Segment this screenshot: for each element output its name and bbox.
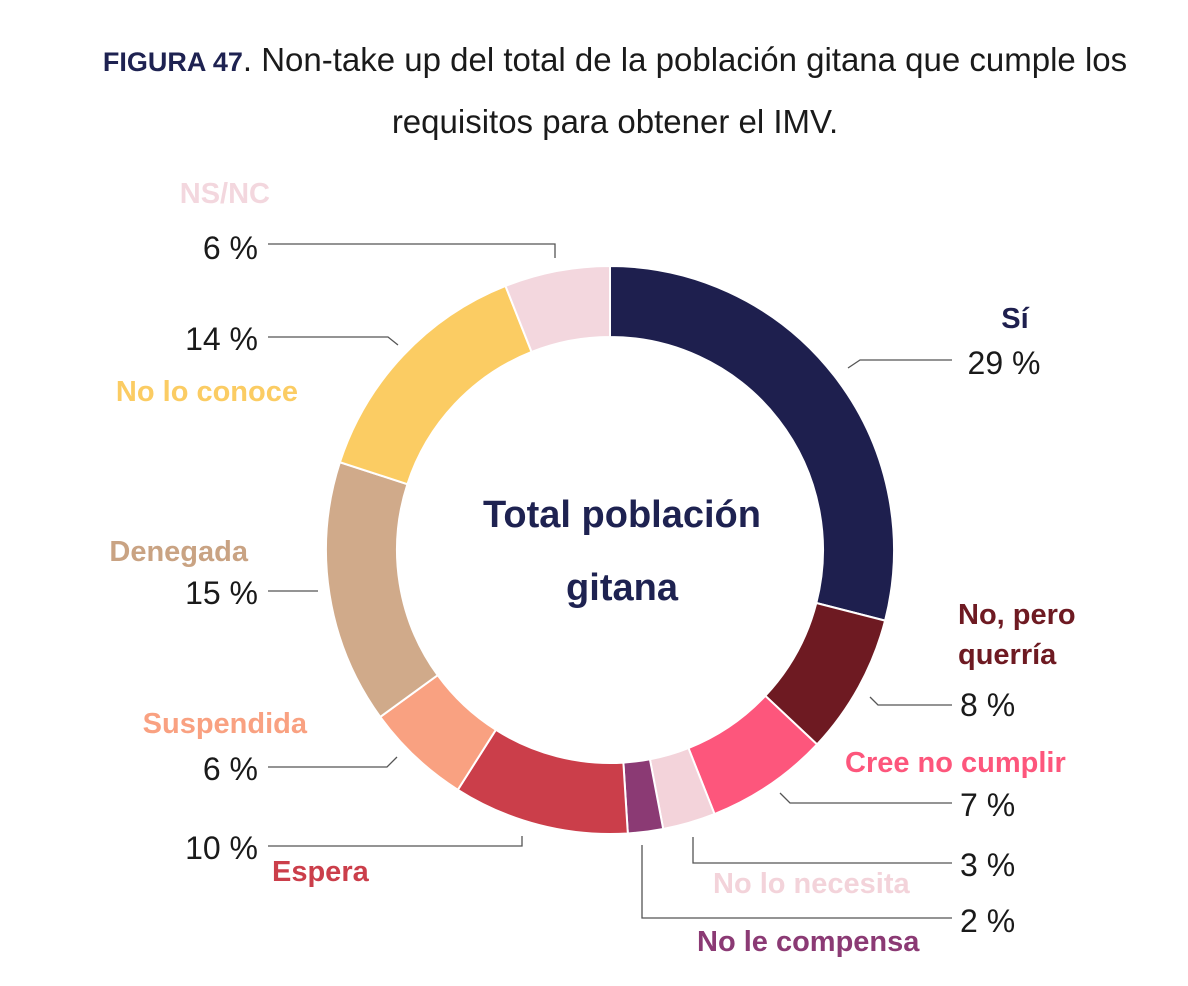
figure-title: FIGURA 47. Non-take up del total de la p… bbox=[60, 30, 1170, 152]
leader-line-suspendida bbox=[268, 756, 398, 768]
slice-value-ns-nc: 6 % bbox=[203, 230, 258, 266]
slice-value-no-lo-necesita: 3 % bbox=[960, 847, 1015, 883]
slice-label-no-pero-querria: No, pero querría bbox=[958, 599, 1076, 671]
leader-line-no-pero-querria bbox=[869, 696, 952, 706]
slice-label-no-lo-conoce: No lo conoce bbox=[116, 376, 298, 408]
slice-value-cree-no-cumplir: 7 % bbox=[960, 787, 1015, 823]
slice-label-no-lo-necesita: No lo necesita bbox=[713, 868, 910, 900]
leader-line-no-lo-conoce bbox=[268, 336, 399, 346]
slice-value-no-pero-querria: 8 % bbox=[960, 687, 1015, 723]
figure-number: FIGURA 47 bbox=[102, 47, 243, 77]
leader-line-no-le-compensa bbox=[641, 845, 952, 919]
slice-value-espera: 10 % bbox=[185, 830, 258, 866]
leader-line-espera bbox=[268, 836, 523, 847]
slice-label-si: Sí bbox=[1001, 303, 1029, 335]
slice-label-ns-nc: NS/NC bbox=[180, 178, 270, 210]
center-label: Total población gitana bbox=[483, 494, 761, 609]
figure-caption: . Non-take up del total de la población … bbox=[242, 41, 1128, 140]
slice-denegada bbox=[325, 460, 440, 719]
slice-value-si: 29 % bbox=[968, 345, 1041, 381]
slice-value-suspendida: 6 % bbox=[203, 751, 258, 787]
slice-value-no-le-compensa: 2 % bbox=[960, 903, 1015, 939]
slice-label-suspendida: Suspendida bbox=[143, 708, 308, 740]
leader-line-si bbox=[847, 359, 952, 369]
donut-slices bbox=[325, 264, 895, 835]
leader-line-ns-nc bbox=[268, 243, 556, 258]
slice-si bbox=[609, 264, 895, 622]
slice-label-no-le-compensa: No le compensa bbox=[697, 926, 920, 958]
slice-no-lo-conoce bbox=[338, 284, 533, 486]
slice-label-cree-no-cumplir: Cree no cumplir bbox=[845, 747, 1066, 779]
slice-label-denegada: Denegada bbox=[109, 536, 248, 568]
slice-value-denegada: 15 % bbox=[185, 575, 258, 611]
slice-ns-nc bbox=[504, 264, 611, 354]
leader-line-no-lo-necesita bbox=[692, 837, 952, 864]
slice-value-no-lo-conoce: 14 % bbox=[185, 321, 258, 357]
leader-line-cree-no-cumplir bbox=[779, 792, 952, 804]
slice-label-espera: Espera bbox=[272, 856, 370, 888]
